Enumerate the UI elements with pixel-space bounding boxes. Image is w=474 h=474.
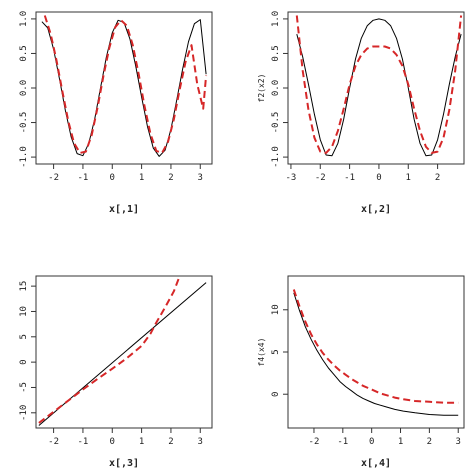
y-tick-label: -1.0: [19, 146, 29, 168]
true-function-line: [293, 292, 459, 416]
x-tick-label: 0: [110, 437, 115, 447]
x-tick-label: 3: [456, 437, 461, 447]
panel-2: -3 -2 -1 0 1 2 -1.0 -0.5 0.0 0.5 1.0 x[,2] f2(x2): [257, 11, 465, 215]
y-tick-label: 5: [19, 334, 29, 339]
x-tick-label: 0: [369, 437, 374, 447]
estimated-function-line: [38, 276, 181, 424]
x-axis-label: x[,1]: [109, 204, 139, 215]
x-tick-label: 1: [406, 173, 411, 183]
x-tick-label: -2: [48, 173, 59, 183]
estimated-function-line: [292, 289, 459, 404]
x-tick-label: 1: [139, 173, 144, 183]
x-axis-label: x[,2]: [361, 204, 391, 215]
x-tick-label: 1: [139, 437, 144, 447]
x-tick-label: 0: [376, 173, 381, 183]
y-tick-label: 10: [271, 304, 281, 315]
x-tick-label: -1: [344, 173, 355, 183]
y-axis-label: f4(x4): [257, 338, 266, 367]
x-tick-label: -2: [309, 437, 320, 447]
x-tick-label: -1: [337, 437, 348, 447]
y-tick-label: -5: [19, 382, 29, 393]
y-tick-label: 0.0: [19, 80, 29, 96]
x-tick-label: 1: [398, 437, 403, 447]
y-tick-label: 0.0: [271, 80, 281, 96]
x-tick-label: 3: [198, 437, 203, 447]
y-tick-label: -1.0: [271, 146, 281, 168]
x-tick-label: 2: [168, 437, 173, 447]
y-tick-label: 1.0: [271, 11, 281, 27]
plot-frame: [35, 11, 213, 165]
x-tick-label: -3: [286, 173, 297, 183]
x-axis-label: x[,4]: [361, 458, 391, 469]
panel-4: -2 -1 0 1 2 3 0 5 10 x[,4] f4(x4): [257, 275, 465, 469]
y-tick-label: 1.0: [19, 11, 29, 27]
y-tick-label: 0.5: [19, 45, 29, 61]
x-tick-label: -1: [78, 437, 89, 447]
true-function-line: [38, 282, 207, 426]
x-tick-label: 2: [435, 173, 440, 183]
plot-frame: [35, 275, 213, 429]
x-tick-label: 2: [427, 437, 432, 447]
x-tick-label: 3: [198, 173, 203, 183]
y-tick-label: 0: [271, 392, 281, 397]
x-tick-label: -1: [78, 173, 89, 183]
y-tick-label: -0.5: [271, 112, 281, 134]
y-tick-label: 15: [19, 281, 29, 292]
plot-frame: [287, 275, 465, 429]
x-tick-label: -2: [315, 173, 326, 183]
x-tick-label: 0: [110, 173, 115, 183]
estimated-function-line: [295, 15, 463, 154]
true-function-line: [41, 19, 207, 157]
y-tick-label: 0.5: [271, 45, 281, 61]
x-axis-label: x[,3]: [109, 458, 139, 469]
panel-1: -2 -1 0 1 2 3 -1.0 -0.5 0.0 0.5 1.0 x[,1]: [19, 11, 213, 215]
plot-frame: [287, 11, 465, 165]
y-tick-label: 5: [271, 349, 281, 354]
x-tick-label: 2: [168, 173, 173, 183]
y-axis-label: f2(x2): [257, 74, 266, 103]
estimated-function-line: [43, 15, 208, 154]
x-tick-label: -2: [48, 437, 59, 447]
y-tick-label: -10: [19, 405, 29, 421]
y-tick-label: 0: [19, 359, 29, 364]
true-function-line: [296, 18, 462, 157]
y-tick-label: -0.5: [19, 112, 29, 134]
y-tick-label: 10: [19, 306, 29, 317]
